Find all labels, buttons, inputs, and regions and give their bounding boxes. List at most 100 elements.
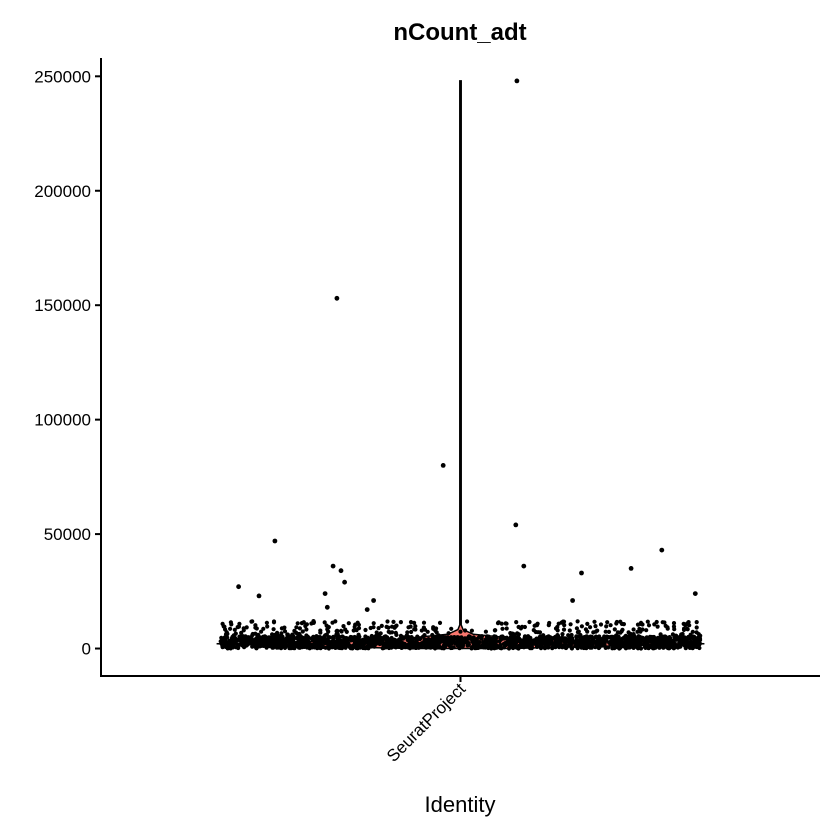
data-point [567,635,572,640]
data-point [384,624,389,630]
data-point [239,639,244,644]
data-point [498,635,503,640]
data-point [354,645,359,651]
data-point [514,620,519,625]
data-point [674,633,679,639]
data-point [623,644,628,649]
data-point [459,638,464,643]
data-point [655,624,660,629]
data-point [265,624,270,629]
data-point [348,634,353,640]
data-point [322,620,327,625]
data-point [334,628,340,633]
data-point [301,635,306,640]
data-point [446,631,451,636]
data-point [240,642,245,647]
data-point [673,643,678,648]
data-point [514,645,519,650]
data-point [666,646,671,651]
data-point [304,640,310,645]
data-point [282,629,288,634]
outlier-point [272,538,278,544]
data-point [546,645,551,650]
data-point [686,636,691,641]
data-point [665,641,670,647]
data-point [551,636,556,641]
data-point [409,635,414,640]
data-point [374,639,379,644]
data-point [580,640,585,646]
data-point [297,643,302,648]
data-point [604,637,609,642]
data-point [379,623,384,629]
data-point [585,629,590,634]
data-point [279,631,284,636]
data-point [275,630,280,636]
data-point [498,642,503,647]
data-point [550,645,555,650]
data-point [469,646,474,651]
data-point [532,623,537,628]
data-point [297,626,302,631]
data-point [332,640,337,645]
data-point [568,622,573,627]
data-point [249,635,254,640]
data-point [232,635,237,640]
y-tick-label: 200000 [34,182,91,201]
outlier-point [440,463,446,468]
data-point [236,624,241,629]
data-point [567,628,572,633]
data-point [589,634,595,640]
data-point [412,627,417,632]
data-point [614,621,619,626]
data-point [566,639,571,644]
data-point [555,633,561,639]
data-point [595,628,600,633]
data-point [642,637,648,642]
data-point [647,643,652,648]
y-tick-label: 0 [82,640,91,659]
data-point [249,619,254,624]
data-point [508,631,513,636]
data-point [222,641,227,647]
outlier-point [513,522,519,528]
data-point [505,640,510,646]
data-point [392,638,397,643]
data-point [619,621,625,627]
data-point [635,639,640,644]
outlier-point [338,568,344,574]
data-point [220,645,225,650]
data-point [562,623,567,628]
data-point [642,644,647,650]
data-point [553,645,558,650]
data-point [279,646,284,651]
outlier-point [692,591,698,596]
violin-layer [216,80,705,650]
data-point [604,624,609,629]
data-point [667,636,672,641]
data-point [254,646,259,651]
data-point [341,624,346,629]
data-point [640,622,645,627]
chart-title: nCount_adt [393,19,526,46]
data-point [416,645,421,650]
outlier-point [371,598,376,603]
data-point [674,637,679,642]
data-point [335,637,340,642]
data-point [494,645,499,650]
data-point [561,627,567,632]
data-point [456,635,461,640]
data-point [380,646,385,651]
data-point [524,639,529,644]
y-tick-label: 150000 [34,296,91,315]
data-point [503,621,508,626]
data-point [409,629,414,635]
data-point [312,645,317,650]
data-point [272,639,277,644]
data-point [650,639,656,645]
outlier-point [322,591,328,596]
data-point [447,642,452,647]
data-point [580,637,586,642]
data-point [485,638,490,643]
data-point [389,640,394,646]
